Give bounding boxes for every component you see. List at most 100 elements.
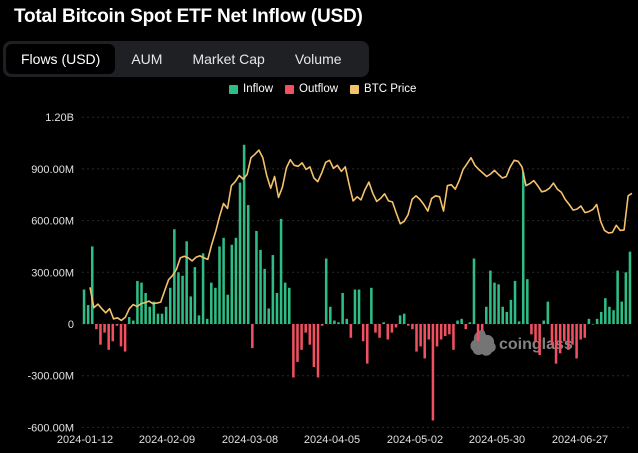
inflow-bar <box>136 280 139 324</box>
inflow-bar <box>185 241 188 324</box>
inflow-bar <box>493 282 496 324</box>
inflow-bar <box>501 306 504 324</box>
inflow-bar <box>218 246 221 324</box>
inflow-bar <box>517 321 521 324</box>
inflow-bar <box>156 313 160 324</box>
inflow-bar <box>587 318 591 324</box>
inflow-bar <box>595 318 599 324</box>
x-tick-label: 2024-06-27 <box>552 434 608 446</box>
outflow-bar <box>119 324 123 347</box>
inflow-bar <box>616 270 619 324</box>
chart-legend: Inflow Outflow BTC Price <box>229 83 428 95</box>
outflow-bar <box>583 324 587 338</box>
legend-inflow[interactable]: Inflow <box>229 83 273 95</box>
inflow-bar <box>591 324 595 325</box>
tab-volume[interactable]: Volume <box>294 51 342 67</box>
outflow-bar <box>579 324 582 340</box>
inflow-bar <box>181 275 184 324</box>
legend-btc-price-label: BTC Price <box>364 83 417 95</box>
tab-flows[interactable]: Flows (USD) <box>6 44 116 74</box>
inflow-bar <box>353 289 357 324</box>
outflow-bar <box>571 324 574 345</box>
inflow-bar <box>197 315 201 324</box>
inflow-bar <box>472 258 476 324</box>
inflow-bar <box>238 182 242 324</box>
outflow-bar <box>530 324 533 335</box>
outflow-bar <box>452 324 455 350</box>
inflow-swatch <box>229 84 238 94</box>
inflow-bar <box>148 306 151 324</box>
inflow-bar <box>608 306 611 324</box>
outflow-bar <box>316 324 320 378</box>
inflow-bar <box>259 249 262 324</box>
y-tick-label: -600.00M <box>28 422 74 434</box>
outflow-bar <box>575 324 578 359</box>
outflow-bar <box>431 324 435 421</box>
inflow-bar <box>628 251 632 324</box>
y-tick-label: 0 <box>68 319 74 331</box>
outflow-bar <box>99 324 102 345</box>
inflow-bar <box>210 282 213 324</box>
inflow-bar <box>132 320 135 324</box>
outflow-bar <box>365 324 369 364</box>
y-tick-label: 1.20B <box>45 112 74 124</box>
inflow-bar <box>513 280 517 324</box>
outflow-swatch <box>285 84 295 94</box>
page-title: Total Bitcoin Spot ETF Net Inflow (USD) <box>14 6 363 27</box>
inflow-bar <box>230 244 234 324</box>
outflow-bar <box>296 324 299 362</box>
outflow-bar <box>550 324 554 345</box>
x-tick-label: 2024-02-09 <box>139 434 195 446</box>
inflow-bar <box>526 279 529 324</box>
btc-price-swatch <box>350 84 360 94</box>
inflow-bar <box>263 268 266 324</box>
inflow-bar <box>382 322 385 324</box>
y-tick-label: 300.00M <box>31 267 74 279</box>
inflow-bar <box>127 317 131 324</box>
x-tick-label: 2024-01-12 <box>57 434 113 446</box>
inflow-bar <box>329 306 332 324</box>
outflow-bar <box>435 324 439 347</box>
outflow-bar <box>538 324 541 356</box>
outflow-bar <box>407 324 410 326</box>
outflow-bar <box>374 324 377 333</box>
coinglass-logo-icon <box>470 330 496 356</box>
inflow-bar <box>168 287 172 324</box>
inflow-bar <box>341 292 344 324</box>
inflow-bar <box>144 292 147 324</box>
tab-bar: Flows (USD) AUM Market Cap Volume <box>3 41 369 77</box>
outflow-bar <box>111 324 115 342</box>
inflow-bar <box>324 258 328 324</box>
inflow-bar <box>546 301 550 324</box>
outflow-bar <box>476 324 480 342</box>
inflow-bar <box>267 308 271 324</box>
outflow-bar <box>415 324 418 352</box>
outflow-bar <box>464 324 468 330</box>
inflow-bar <box>222 237 225 324</box>
outflow-bar <box>439 324 443 340</box>
outflow-bar <box>95 324 98 330</box>
tab-aum[interactable]: AUM <box>131 51 163 67</box>
outflow-bar <box>394 324 398 328</box>
inflow-bar <box>402 313 406 324</box>
legend-outflow[interactable]: Outflow <box>285 83 338 95</box>
outflow-bar <box>320 324 324 326</box>
outflow-bar <box>123 324 127 352</box>
inflow-bar <box>345 318 349 324</box>
x-tick-label: 2024-04-05 <box>304 434 360 446</box>
legend-btc-price[interactable]: BTC Price <box>350 83 416 95</box>
legend-outflow-label: Outflow <box>299 83 339 95</box>
inflow-bar <box>205 318 209 324</box>
x-tick-label: 2024-05-30 <box>469 434 525 446</box>
outflow-bar <box>411 324 414 330</box>
inflow-bar <box>234 237 238 324</box>
inflow-bar <box>173 229 176 324</box>
outflow-bar <box>558 324 562 354</box>
inflow-bar <box>271 255 275 324</box>
tab-market-cap[interactable]: Market Cap <box>192 51 265 67</box>
inflow-bar <box>542 320 546 324</box>
inflow-bar <box>489 270 492 324</box>
outflow-bar <box>443 324 447 337</box>
outflow-bar <box>361 324 365 342</box>
